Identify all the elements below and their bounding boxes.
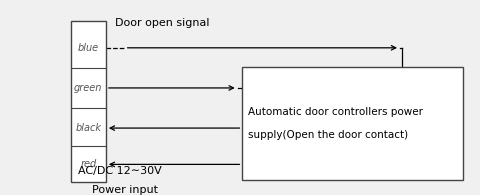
Text: black: black [75,123,101,133]
Text: red: red [80,159,96,169]
Text: AC/DC 12∼30V: AC/DC 12∼30V [78,166,161,176]
Text: green: green [74,83,103,93]
Bar [242,67,463,180]
Text: Automatic door controllers power: Automatic door controllers power [248,107,423,117]
Text: supply(Open the door contact): supply(Open the door contact) [248,130,408,140]
Bar [71,21,106,182]
Text: blue: blue [78,43,99,53]
Text: Power input: Power input [92,185,158,195]
Text: Door open signal: Door open signal [115,18,210,28]
